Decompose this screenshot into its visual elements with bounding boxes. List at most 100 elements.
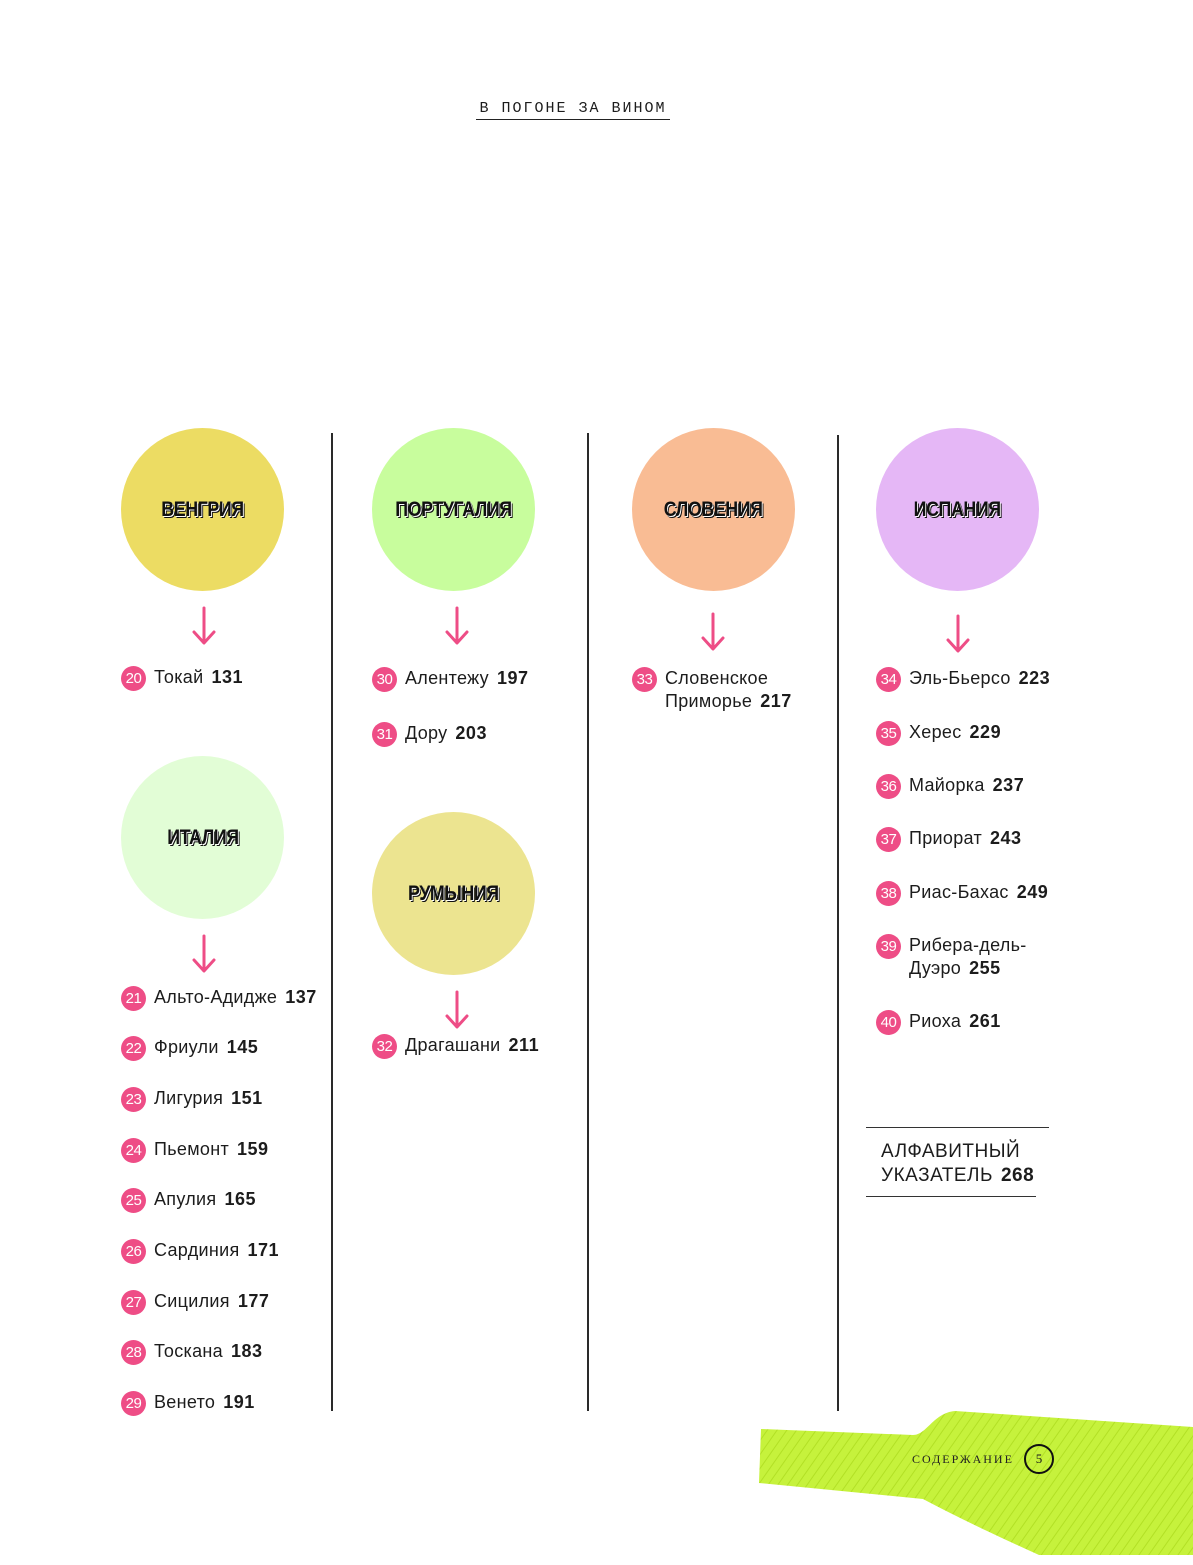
chapter-number-badge: 31 [372,722,397,747]
chapter-number-badge: 40 [876,1010,901,1035]
chapter-name: Приморье [665,691,753,711]
chapter-name: Риоха [909,1011,962,1031]
chapter-number-badge: 35 [876,721,901,746]
arrow-down-icon [192,934,216,973]
page-number: 191 [223,1392,255,1412]
chapter-number-badge: 37 [876,827,901,852]
toc-entry[interactable]: 33 Словенское Приморье 217 [632,667,792,713]
arrow-down-icon [946,614,970,653]
toc-entry[interactable]: 32 Драгашани 211 [372,1034,539,1059]
page-number: 249 [1016,882,1049,902]
region-title-slovenia: СЛОВЕНИЯ [664,497,763,521]
chapter-name: Лигурия [154,1088,224,1108]
section-label: СОДЕРЖАНИЕ [912,1452,1014,1466]
chapter-number-badge: 21 [121,986,146,1011]
region-circle-hungary: ВЕНГРИЯ [121,428,284,591]
chapter-number-badge: 25 [121,1188,146,1213]
chapter-number-badge: 23 [121,1087,146,1112]
chapter-number-badge: 39 [876,934,901,959]
chapter-name: Дору [405,723,448,743]
toc-entry[interactable]: 26 Сардиния 171 [121,1239,279,1264]
index-label: АЛФАВИТНЫЙ [881,1141,1021,1162]
page-number: 177 [237,1291,270,1311]
chapter-number-badge: 29 [121,1391,146,1416]
toc-entry[interactable]: 28 Тоскана 183 [121,1340,262,1365]
page-number: 165 [224,1189,257,1209]
index-entry[interactable]: АЛФАВИТНЫЙ УКАЗАТЕЛЬ 268 [866,1127,1049,1196]
arrow-down-icon [445,606,469,645]
chapter-name: Альто-Адидже [154,987,278,1007]
chapter-number-badge: 26 [121,1239,146,1264]
toc-entry[interactable]: 22 Фриули 145 [121,1036,258,1061]
toc-entry[interactable]: 39 Рибера-дель- Дуэро 255 [876,934,1027,980]
arrow-down-icon [445,990,469,1029]
page-number-badge: 5 [1024,1444,1054,1474]
chapter-number-badge: 32 [372,1034,397,1059]
region-title-portugal: ПОРТУГАЛИЯ [395,497,512,521]
toc-entry[interactable]: 25 Апулия 165 [121,1188,256,1213]
toc-entry[interactable]: 34 Эль-Бьерсо 223 [876,667,1050,692]
chapter-name: Токай [154,667,204,687]
toc-entry[interactable]: 36 Майорка 237 [876,774,1024,799]
page-number: 145 [226,1037,259,1057]
toc-entry[interactable]: 29 Венето 191 [121,1391,255,1416]
chapter-name: Апулия [154,1189,217,1209]
page-number: 261 [969,1011,1001,1031]
region-circle-slovenia: СЛОВЕНИЯ [632,428,795,591]
region-title-italy: ИТАЛИЯ [166,825,239,849]
toc-entry[interactable]: 35 Херес 229 [876,721,1001,746]
chapter-name: Приорат [909,828,982,848]
page-number: 131 [211,667,243,687]
chapter-name: Сардиния [154,1240,240,1260]
chapter-name: Риас-Бахас [909,882,1009,902]
toc-entry[interactable]: 21 Альто-Адидже 137 [121,986,317,1011]
page-number: 255 [969,958,1001,978]
index-divider [866,1196,1036,1197]
chapter-name: Майорка [909,775,985,795]
page-number: 268 [1000,1165,1035,1186]
arrow-down-icon [192,606,216,645]
toc-entry[interactable]: 38 Риас-Бахас 249 [876,881,1048,906]
chapter-number-badge: 24 [121,1138,146,1163]
toc-entry[interactable]: 20 Токай 131 [121,666,243,691]
chapter-name: Алентежу [405,668,489,688]
chapter-name: Рибера-дель- [909,935,1027,955]
book-title: В ПОГОНЕ ЗА ВИНОМ [476,100,670,120]
toc-entry[interactable]: 23 Лигурия 151 [121,1087,263,1112]
page-number: 211 [508,1035,540,1055]
chapter-name: Пьемонт [154,1139,229,1159]
chapter-number-badge: 22 [121,1036,146,1061]
chapter-name: Тоскана [154,1341,223,1361]
toc-entry[interactable]: 37 Приорат 243 [876,827,1022,852]
toc-entry[interactable]: 24 Пьемонт 159 [121,1138,269,1163]
index-label: УКАЗАТЕЛЬ [881,1165,993,1186]
column-divider [837,435,839,1411]
column-divider [587,433,589,1411]
page-number: 203 [455,723,487,743]
page-number: 243 [989,828,1022,848]
chapter-name: Венето [154,1392,216,1412]
region-title-hungary: ВЕНГРИЯ [161,497,244,521]
chapter-name: Сицилия [154,1291,230,1311]
page-number: 229 [969,722,1002,742]
toc-entry[interactable]: 40 Риоха 261 [876,1010,1001,1035]
page-number: 137 [285,987,317,1007]
toc-entry[interactable]: 30 Алентежу 197 [372,667,529,692]
chapter-name: Словенское [665,668,769,688]
toc-entry[interactable]: 31 Дору 203 [372,722,487,747]
region-circle-portugal: ПОРТУГАЛИЯ [372,428,535,591]
page-number: 223 [1018,668,1051,688]
chapter-number-badge: 38 [876,881,901,906]
chapter-name: Фриули [154,1037,219,1057]
column-divider [331,433,333,1411]
toc-entry[interactable]: 27 Сицилия 177 [121,1290,269,1315]
chapter-number-badge: 27 [121,1290,146,1315]
page-number: 151 [231,1088,263,1108]
page-number: 237 [992,775,1025,795]
page-number: 171 [247,1240,280,1260]
region-circle-spain: ИСПАНИЯ [876,428,1039,591]
chapter-number-badge: 33 [632,667,657,692]
chapter-number-badge: 28 [121,1340,146,1365]
region-title-romania: РУМЫНИЯ [408,881,499,905]
chapter-number-badge: 34 [876,667,901,692]
